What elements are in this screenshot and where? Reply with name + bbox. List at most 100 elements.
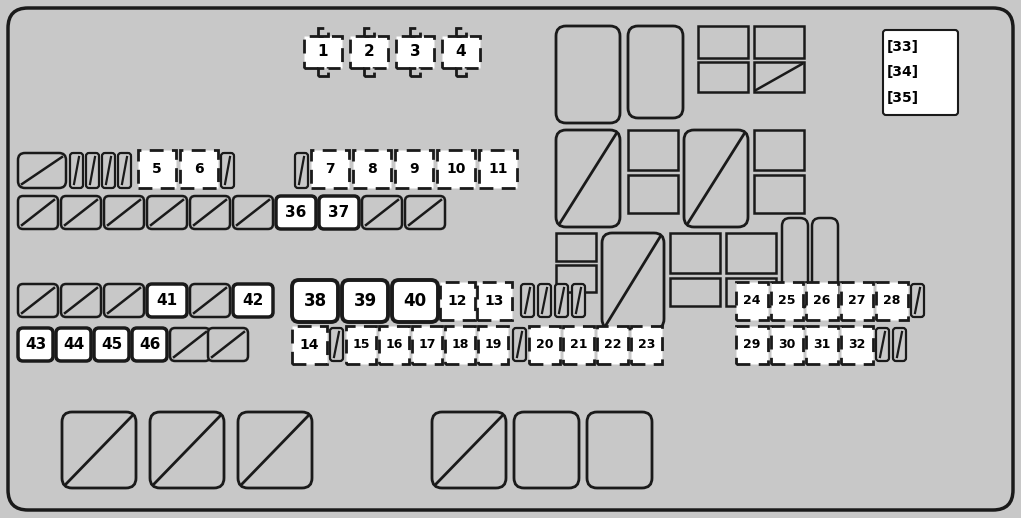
Text: 14: 14 <box>300 338 320 352</box>
FancyBboxPatch shape <box>628 26 683 118</box>
Text: 13: 13 <box>485 294 504 308</box>
Bar <box>379 326 409 364</box>
FancyBboxPatch shape <box>104 196 144 229</box>
FancyBboxPatch shape <box>362 196 402 229</box>
Text: 40: 40 <box>403 292 427 310</box>
Bar <box>753 62 804 92</box>
Bar <box>442 36 480 68</box>
FancyBboxPatch shape <box>684 130 748 227</box>
FancyBboxPatch shape <box>132 328 167 361</box>
Bar <box>806 326 838 364</box>
FancyBboxPatch shape <box>513 328 526 361</box>
Bar <box>806 282 838 320</box>
Bar <box>628 130 678 170</box>
Text: 17: 17 <box>419 338 436 352</box>
Bar <box>318 28 328 36</box>
FancyBboxPatch shape <box>56 328 91 361</box>
Text: 9: 9 <box>409 162 419 176</box>
Bar <box>753 175 804 213</box>
Bar <box>771 326 803 364</box>
Bar <box>353 150 391 188</box>
Text: 4: 4 <box>455 45 467 60</box>
FancyBboxPatch shape <box>587 412 652 488</box>
Bar <box>180 150 218 188</box>
Text: 38: 38 <box>303 292 327 310</box>
Text: 6: 6 <box>194 162 204 176</box>
FancyBboxPatch shape <box>295 153 308 188</box>
Bar <box>670 278 720 306</box>
FancyBboxPatch shape <box>556 26 620 123</box>
FancyBboxPatch shape <box>18 284 58 317</box>
FancyBboxPatch shape <box>392 280 438 322</box>
FancyBboxPatch shape <box>276 196 317 229</box>
Text: 39: 39 <box>353 292 377 310</box>
Text: [33]: [33] <box>887 40 919 54</box>
Text: 46: 46 <box>139 337 160 352</box>
FancyBboxPatch shape <box>104 284 144 317</box>
Bar <box>410 68 420 76</box>
FancyBboxPatch shape <box>118 153 131 188</box>
FancyBboxPatch shape <box>147 196 187 229</box>
Bar <box>364 28 374 36</box>
Text: 16: 16 <box>385 338 402 352</box>
Bar <box>736 282 768 320</box>
FancyBboxPatch shape <box>221 153 234 188</box>
FancyBboxPatch shape <box>190 284 230 317</box>
Text: 42: 42 <box>242 293 263 308</box>
Bar <box>396 36 434 68</box>
Bar <box>841 326 873 364</box>
FancyBboxPatch shape <box>556 130 620 227</box>
FancyBboxPatch shape <box>61 284 101 317</box>
Text: 18: 18 <box>451 338 469 352</box>
FancyBboxPatch shape <box>319 196 359 229</box>
Text: 19: 19 <box>484 338 501 352</box>
Text: 27: 27 <box>848 295 866 308</box>
Bar <box>556 233 596 261</box>
Bar <box>698 62 748 92</box>
Text: 22: 22 <box>603 338 621 352</box>
Text: 1: 1 <box>318 45 328 60</box>
FancyBboxPatch shape <box>883 30 958 115</box>
FancyBboxPatch shape <box>233 196 273 229</box>
Text: 44: 44 <box>63 337 84 352</box>
Text: 24: 24 <box>743 295 761 308</box>
Bar <box>726 233 776 273</box>
Bar <box>440 282 475 320</box>
Bar <box>597 326 628 364</box>
Text: 29: 29 <box>743 338 761 352</box>
Text: 32: 32 <box>848 338 866 352</box>
Text: 20: 20 <box>536 338 553 352</box>
Bar <box>771 282 803 320</box>
FancyBboxPatch shape <box>233 284 273 317</box>
Bar <box>445 326 475 364</box>
Bar <box>753 130 804 170</box>
Bar <box>563 326 594 364</box>
FancyBboxPatch shape <box>292 280 338 322</box>
Bar <box>346 326 376 364</box>
FancyBboxPatch shape <box>514 412 579 488</box>
FancyBboxPatch shape <box>8 8 1013 510</box>
Bar <box>556 265 596 292</box>
FancyBboxPatch shape <box>342 280 388 322</box>
Text: 2: 2 <box>363 45 375 60</box>
Text: 25: 25 <box>778 295 795 308</box>
Bar <box>841 282 873 320</box>
Text: [34]: [34] <box>887 65 919 79</box>
FancyBboxPatch shape <box>18 153 66 188</box>
Bar <box>395 150 433 188</box>
FancyBboxPatch shape <box>150 412 224 488</box>
Text: 10: 10 <box>446 162 466 176</box>
FancyBboxPatch shape <box>102 153 115 188</box>
Bar <box>437 150 475 188</box>
Bar <box>876 282 908 320</box>
Bar <box>479 150 517 188</box>
FancyBboxPatch shape <box>432 412 506 488</box>
FancyBboxPatch shape <box>572 284 585 317</box>
Text: 41: 41 <box>156 293 178 308</box>
FancyBboxPatch shape <box>18 328 53 361</box>
Text: 21: 21 <box>570 338 587 352</box>
Bar <box>292 326 327 364</box>
Bar <box>736 326 768 364</box>
FancyBboxPatch shape <box>61 196 101 229</box>
Text: 28: 28 <box>883 295 901 308</box>
